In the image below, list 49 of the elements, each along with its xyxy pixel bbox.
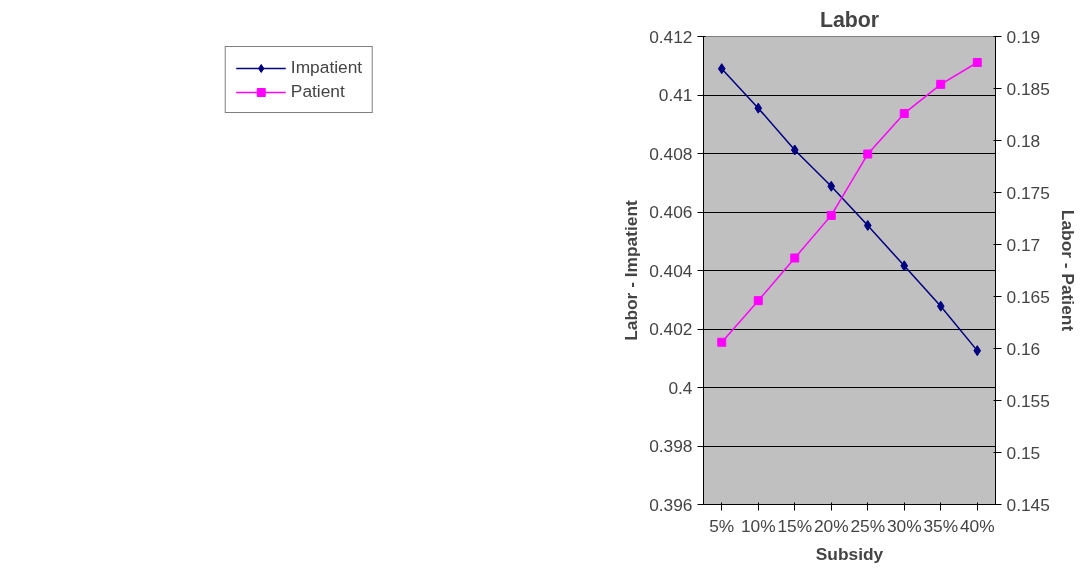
x-tick-label: 40% bbox=[959, 515, 995, 536]
y-tick-label: 0.41 bbox=[658, 85, 693, 105]
y2-tick-label: 0.18 bbox=[1006, 130, 1041, 151]
point bbox=[753, 296, 763, 306]
point bbox=[900, 260, 909, 272]
y2-tick-label: 0.145 bbox=[1006, 494, 1050, 515]
y2-tick-label: 0.19 bbox=[1006, 26, 1041, 47]
y-tick-label: 0.398 bbox=[649, 436, 693, 456]
point bbox=[826, 210, 836, 220]
x-tick-label: 20% bbox=[813, 515, 849, 536]
y2-tick-label: 0.16 bbox=[1006, 338, 1041, 359]
y2-tick-label: 0.15 bbox=[1006, 442, 1041, 463]
y-tick-label: 0.396 bbox=[649, 494, 693, 515]
x-axis-title: Subsidy bbox=[815, 543, 884, 564]
y2-tick-label: 0.175 bbox=[1006, 182, 1050, 203]
y-tick-label: 0.408 bbox=[649, 143, 693, 164]
y2-tick-label: 0.185 bbox=[1006, 78, 1050, 99]
point bbox=[973, 345, 982, 357]
point bbox=[936, 79, 946, 89]
point bbox=[717, 63, 726, 75]
x-tick-label: 30% bbox=[886, 515, 922, 536]
chart-title: Labor bbox=[819, 7, 880, 32]
point bbox=[790, 253, 800, 263]
point bbox=[936, 300, 945, 312]
y-tick-label: 0.412 bbox=[649, 26, 693, 47]
x-tick-label: 15% bbox=[777, 515, 813, 536]
y-tick-label: 0.402 bbox=[649, 319, 693, 339]
y-axis-title: Labor - Impatient bbox=[621, 199, 642, 341]
point bbox=[790, 144, 799, 156]
point bbox=[863, 149, 873, 159]
point bbox=[754, 102, 763, 114]
x-tick-label: 25% bbox=[850, 515, 886, 536]
y2-axis-title: Labor - Patient bbox=[1057, 209, 1078, 332]
point bbox=[899, 108, 909, 118]
point bbox=[863, 219, 872, 231]
point bbox=[827, 180, 836, 192]
y2-tick-label: 0.17 bbox=[1006, 234, 1041, 255]
y2-tick-label: 0.165 bbox=[1006, 286, 1050, 307]
y-tick-label: 0.404 bbox=[649, 260, 693, 281]
legend-label: Impatient bbox=[290, 57, 363, 78]
y-tick-label: 0.4 bbox=[668, 377, 693, 398]
point bbox=[972, 58, 982, 67]
y-tick-label: 0.406 bbox=[649, 202, 693, 222]
x-tick-label: 10% bbox=[740, 515, 776, 536]
y2-tick-label: 0.155 bbox=[1006, 390, 1050, 411]
x-tick-label: 35% bbox=[923, 515, 959, 536]
x-tick-label: 5% bbox=[709, 515, 735, 536]
legend-label: Patient bbox=[290, 81, 345, 102]
point bbox=[717, 337, 727, 347]
